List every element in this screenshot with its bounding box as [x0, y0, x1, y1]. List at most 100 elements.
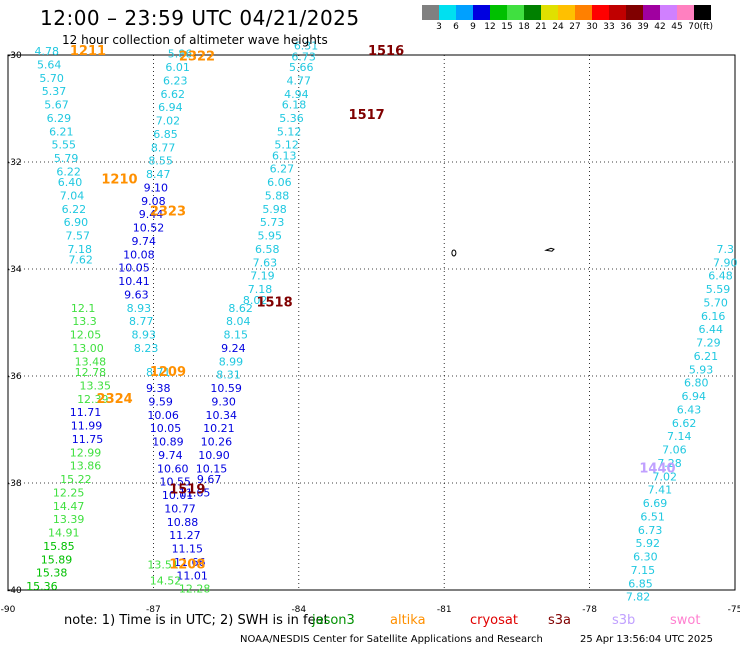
wave-height-value: 6.22 [56, 165, 81, 178]
wave-height-value: 8.99 [219, 355, 244, 368]
wave-height-value: 6.44 [699, 323, 724, 336]
wave-height-value: 15.89 [41, 553, 73, 566]
wave-height-value: 10.26 [201, 436, 233, 449]
wave-height-value: 13.39 [53, 513, 85, 526]
colorbar [422, 5, 711, 20]
wave-height-value: 7.90 [713, 256, 738, 269]
colorbar-swatch [626, 5, 643, 20]
wave-height-value: 9.63 [124, 288, 149, 301]
wave-height-value: 5.92 [636, 537, 661, 550]
wave-height-value: 6.51 [640, 510, 665, 523]
track-label: 1208 [169, 558, 205, 573]
wave-height-value: 10.60 [157, 462, 189, 475]
wave-height-value: 10.34 [206, 409, 238, 422]
wave-height-value: 6.90 [64, 216, 89, 229]
wave-height-value: 10.08 [123, 248, 155, 261]
wave-height-value: 9.24 [221, 342, 246, 355]
wave-height-value: 10.89 [152, 436, 184, 449]
wave-height-value: 8.93 [127, 302, 152, 315]
wave-height-value: 13.51 [147, 559, 179, 572]
credit-text: NOAA/NESDIS Center for Satellite Applica… [240, 634, 543, 645]
wave-height-value: 6.73 [291, 50, 316, 63]
colorbar-label: 12 [484, 22, 496, 32]
wave-height-value: 6.27 [270, 163, 295, 176]
wave-height-value: 8.77 [129, 315, 154, 328]
lat-label: -38 [7, 479, 22, 489]
colorbar-label: 27 [569, 22, 581, 32]
wave-height-value: 9.74 [131, 235, 156, 248]
wave-height-value: 7.29 [696, 337, 721, 350]
wave-height-value: 12.1 [71, 302, 96, 315]
wave-height-value: 6.18 [282, 99, 307, 112]
wave-height-value: 12.05 [70, 329, 102, 342]
wave-height-value: 11.75 [72, 433, 104, 446]
wave-height-value: 6.62 [672, 417, 697, 430]
lat-label: -34 [7, 265, 22, 275]
wave-height-value: 12.28 [179, 583, 211, 596]
wave-height-value: 6.43 [677, 403, 702, 416]
colorbar-swatch [490, 5, 507, 20]
legend-s3b: s3b [612, 613, 636, 628]
wave-height-value: 9.30 [211, 395, 236, 408]
wave-height-value: 7.18 [248, 283, 273, 296]
wave-height-value: 7.57 [66, 230, 91, 243]
legend-swot: swot [670, 613, 701, 628]
wave-height-value: 6.30 [633, 551, 658, 564]
wave-height-value: 5.93 [689, 363, 714, 376]
wave-height-value: 9.67 [197, 473, 222, 486]
wave-height-value: 9.08 [141, 195, 166, 208]
wave-height-value: 6.01 [165, 61, 190, 74]
wave-height-value: 6.62 [161, 88, 186, 101]
wave-height-value: 14.52 [150, 575, 182, 588]
wave-height-value: 7.02 [156, 115, 181, 128]
wave-height-value: 5.37 [42, 85, 67, 98]
lon-label: -75 [728, 605, 740, 615]
wave-height-value: 5.59 [706, 283, 731, 296]
colorbar-swatch [592, 5, 609, 20]
colorbar-swatch [422, 5, 439, 20]
wave-height-value: 8.31 [216, 369, 241, 382]
lon-label: -81 [437, 605, 452, 615]
wave-height-value: 6.21 [49, 125, 74, 138]
colorbar-label: 70 [688, 22, 700, 32]
wave-height-value: 8.55 [148, 155, 173, 168]
track-label: 1209 [150, 365, 186, 380]
wave-height-value: 12.99 [70, 446, 102, 459]
track-label: 1517 [349, 108, 385, 123]
wave-height-value: 6.16 [701, 310, 726, 323]
colorbar-label: 3 [436, 22, 442, 32]
wave-height-value: 7.82 [626, 591, 651, 604]
wave-height-value: 8.93 [131, 329, 156, 342]
track-label: 1211 [70, 44, 106, 59]
colorbar-swatch [694, 5, 711, 20]
colorbar-swatch [677, 5, 694, 20]
wave-height-value: 5.12 [277, 125, 302, 138]
wave-height-value: 7.41 [648, 484, 673, 497]
wave-height-value: 7.28 [657, 457, 682, 470]
colorbar-label: 9 [470, 22, 476, 32]
page-title: 12:00 – 23:59 UTC 04/21/2025 [40, 6, 360, 30]
lon-label: -84 [291, 605, 306, 615]
wave-height-value: 8.23 [134, 342, 159, 355]
wave-height-value: 6.73 [638, 524, 663, 537]
wave-height-value: 5.36 [279, 112, 304, 125]
colorbar-label: 36 [620, 22, 632, 32]
wave-height-value: 5.64 [37, 58, 62, 71]
wave-height-value: 6.94 [682, 390, 707, 403]
wave-height-value: 10.59 [210, 382, 242, 395]
wave-height-value: 9.44 [139, 208, 164, 221]
colorbar-swatch [456, 5, 473, 20]
wave-height-value: 10.52 [133, 222, 165, 235]
wave-height-value: 9.59 [148, 395, 173, 408]
map-frame [7, 54, 736, 591]
lat-label: -30 [7, 51, 22, 61]
wave-height-value: 12.25 [53, 486, 85, 499]
wave-height-value: 10.21 [203, 422, 235, 435]
wave-height-value: 10.77 [164, 502, 196, 515]
wave-height-value: 10.90 [198, 449, 230, 462]
wave-height-value: 6.31 [294, 40, 319, 53]
island-shape [451, 249, 457, 257]
footer-note: note: 1) Time is in UTC; 2) SWH is in fe… [64, 613, 329, 628]
wave-height-value: 5.95 [257, 230, 282, 243]
